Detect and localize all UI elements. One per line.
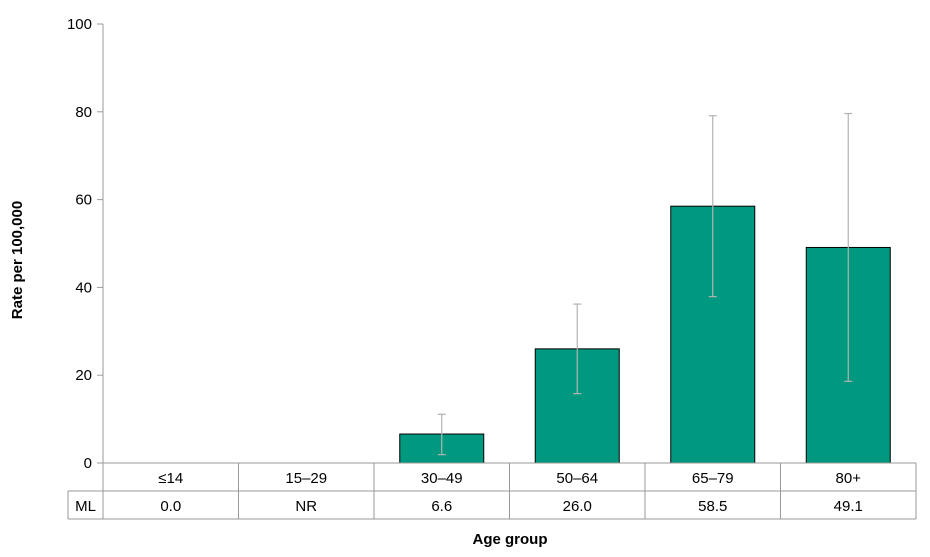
y-tick-label: 80 — [75, 104, 92, 121]
table-cell: 6.6 — [431, 498, 452, 515]
bars — [399, 205, 891, 464]
table-cell: 0.0 — [160, 498, 181, 515]
table-row-label: ML — [75, 498, 96, 515]
data-table: ≤14 15–29 30–49 50–64 65–79 80+ ML 0.0 NR 6.6 26.0… — [67, 462, 917, 520]
y-tick-label: 20 — [75, 367, 92, 384]
y-tick-label: 0 — [84, 455, 92, 472]
y-axis-title: Rate per 100,000 — [9, 201, 26, 319]
y-tick-label: 40 — [75, 279, 92, 296]
x-tick-label: ≤14 — [158, 470, 183, 487]
x-tick-label: 30–49 — [421, 470, 463, 487]
table-cell: 58.5 — [698, 498, 727, 515]
error-bars — [437, 112, 853, 456]
x-tick-label: 80+ — [836, 470, 862, 487]
y-tick-label: 60 — [75, 192, 92, 209]
x-axis-title: Age group — [473, 531, 548, 548]
y-tick-label: 100 — [67, 16, 92, 33]
table-cell: NR — [295, 498, 317, 515]
x-tick-label: 65–79 — [692, 470, 734, 487]
x-tick-label: 15–29 — [285, 470, 327, 487]
table-cell: 26.0 — [563, 498, 592, 515]
y-axis: 0 20 40 60 80 100 — [67, 16, 104, 472]
table-cell: 49.1 — [834, 498, 863, 515]
x-tick-label: 50–64 — [556, 470, 598, 487]
